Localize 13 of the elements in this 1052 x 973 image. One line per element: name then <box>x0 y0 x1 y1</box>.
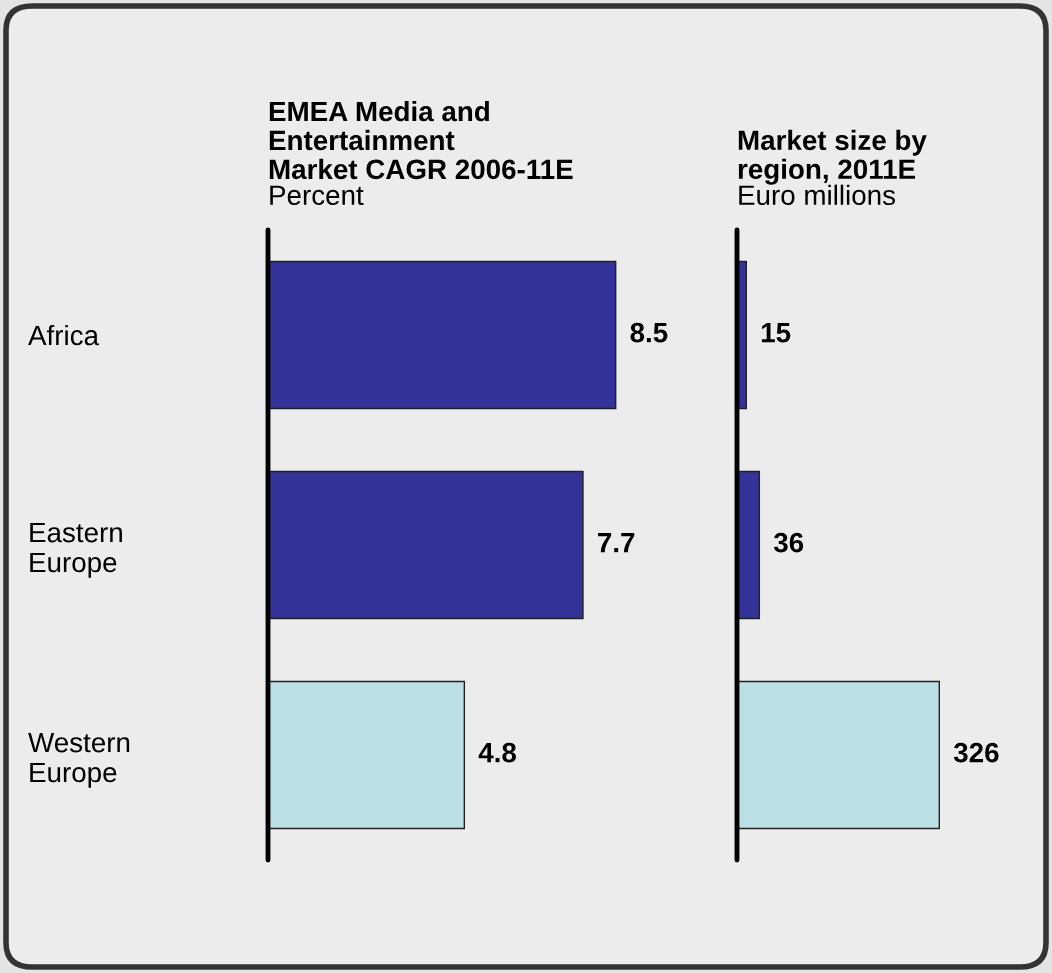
data-label: 326 <box>953 742 999 763</box>
chart-title: Market size by region, 2011E <box>738 129 927 185</box>
data-label: 15 <box>761 323 791 343</box>
chart-subtitle: Percent <box>270 185 364 206</box>
data-label: 7.7 <box>598 533 635 553</box>
chart-title: EMEA Media and Entertainment Market CAGR 2006-11E <box>269 100 573 180</box>
y-tick-label: Western Europe <box>28 733 130 788</box>
data-label: 8.5 <box>630 322 668 343</box>
chart-subtitle: Euro millions <box>739 184 895 206</box>
data-label: 4.8 <box>478 742 516 763</box>
y-tick-label: Eastern Europe <box>30 523 122 578</box>
data-label: 36 <box>773 532 804 553</box>
y-tick-label: Africa <box>28 324 99 346</box>
